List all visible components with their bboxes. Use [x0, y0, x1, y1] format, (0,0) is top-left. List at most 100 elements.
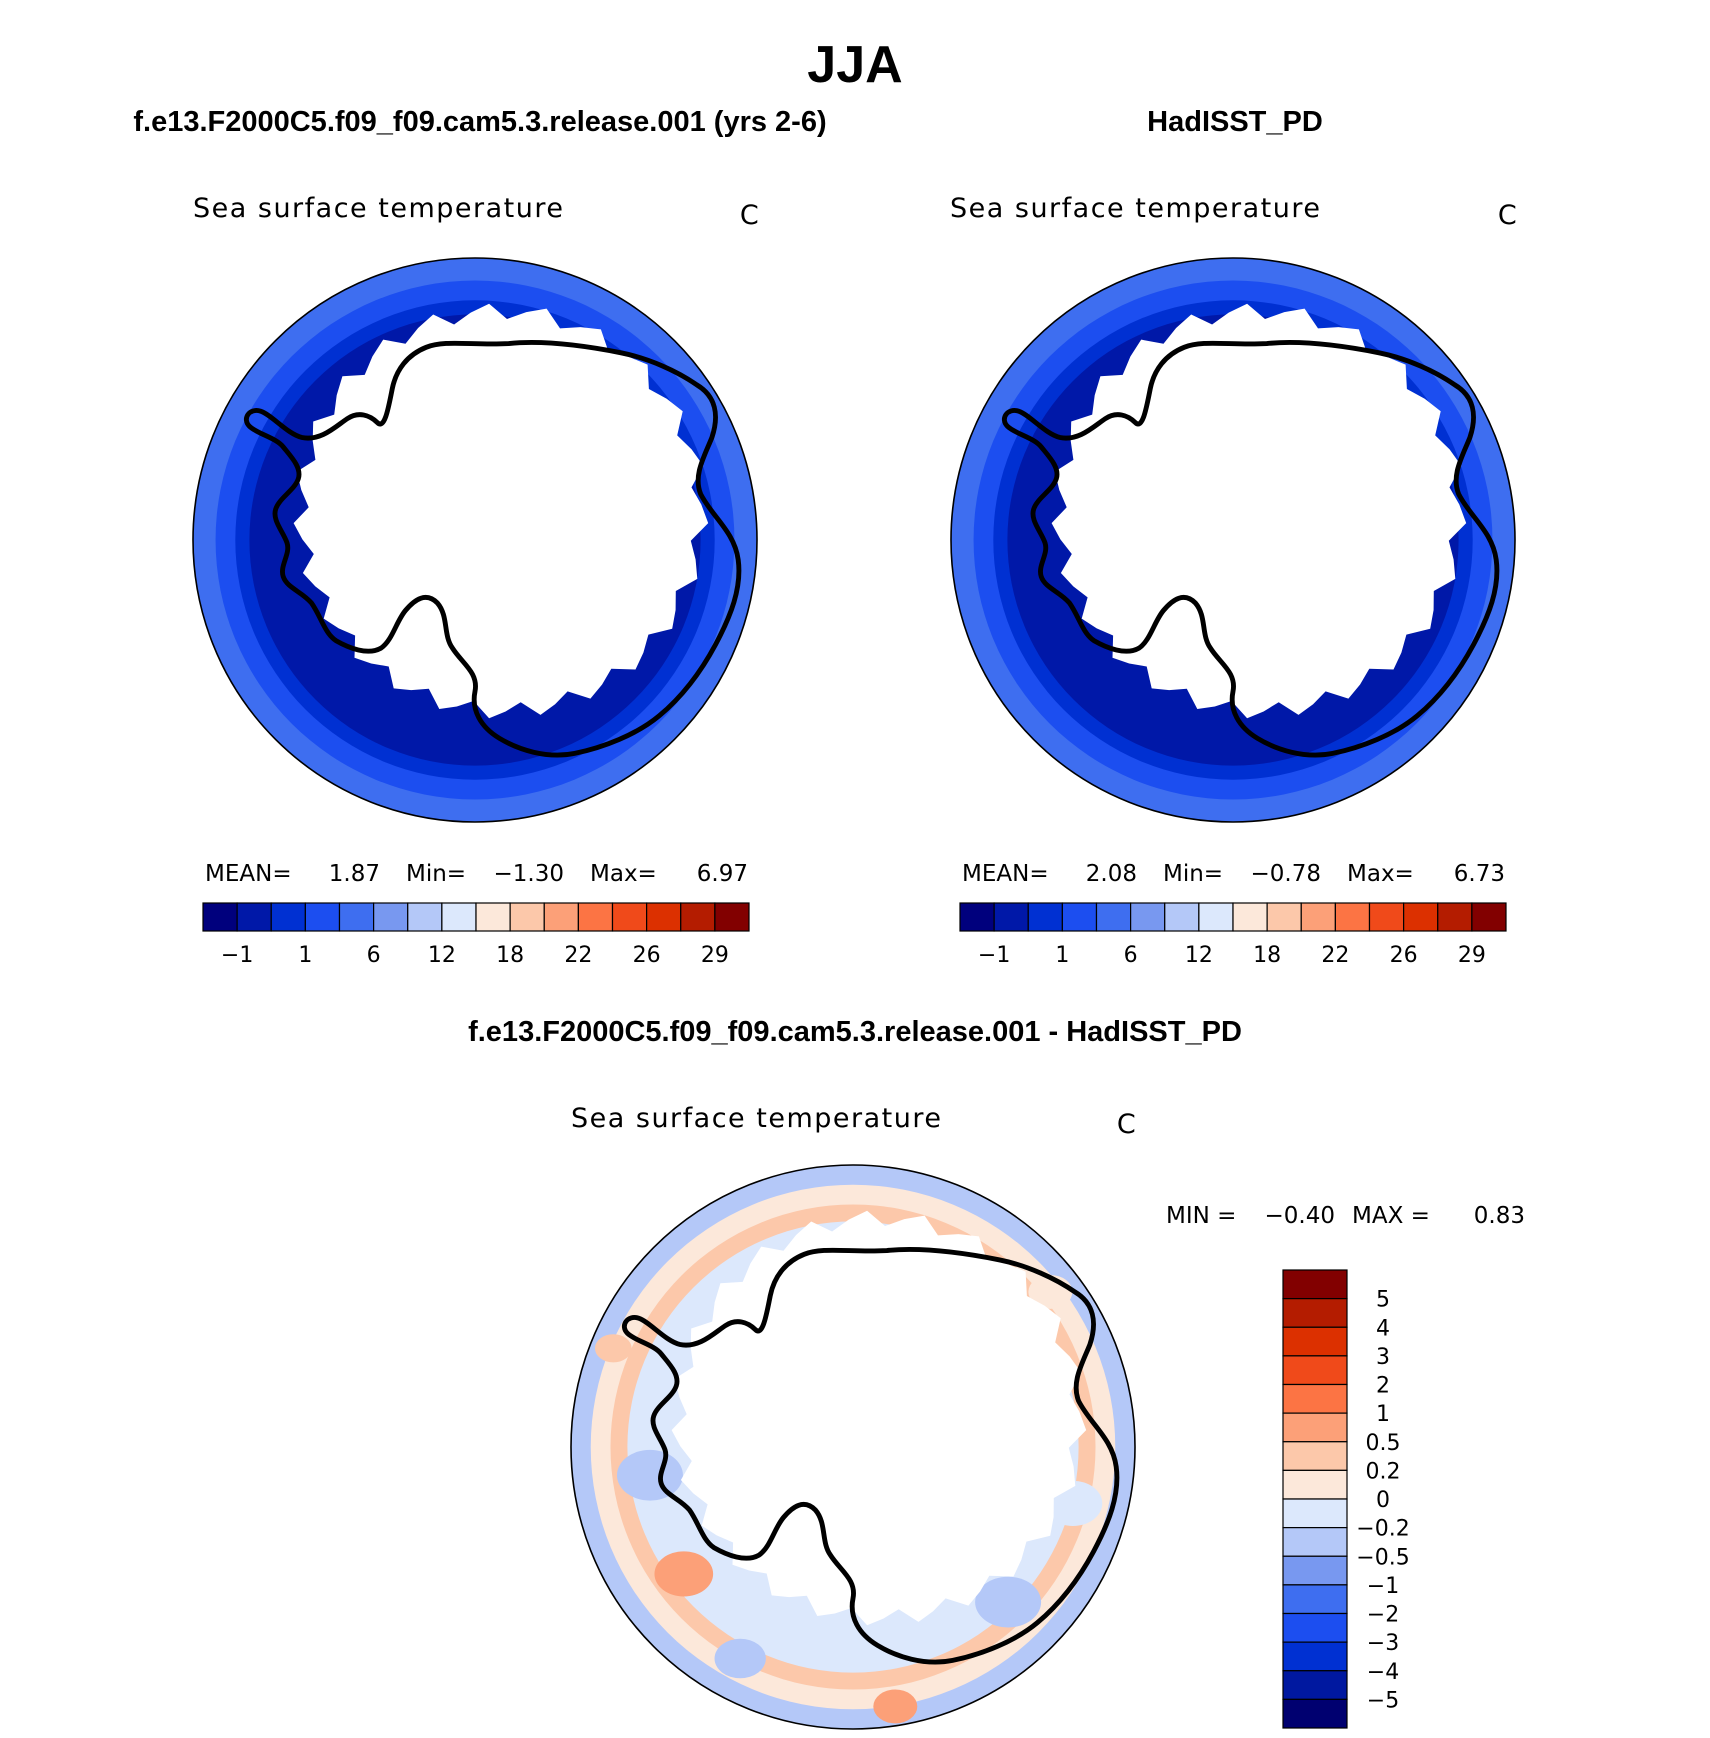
stat-mean-value: 1.87	[329, 861, 380, 887]
colorbar-swatch	[1282, 1584, 1348, 1615]
stat-min-label: Min=	[406, 861, 466, 887]
colorbar-swatch	[959, 902, 995, 932]
colorbar-tick-label: 18	[1253, 943, 1281, 968]
panel-case-title: f.e13.F2000C5.f09_f09.cam5.3.release.001…	[133, 106, 826, 138]
colorbar-swatch	[1437, 902, 1473, 932]
stat-min-label: MIN =	[1166, 1203, 1236, 1229]
colorbar-swatch	[1027, 902, 1063, 932]
stat-min-value: −0.78	[1251, 861, 1321, 887]
colorbar-swatch	[509, 902, 545, 932]
colorbar-swatch	[475, 902, 511, 932]
figure-title: JJA	[807, 36, 902, 94]
sea-ice-mask	[671, 1210, 1087, 1626]
colorbar-swatch	[1282, 1469, 1348, 1500]
colorbar-swatch	[1282, 1498, 1348, 1529]
colorbar-swatch	[1471, 902, 1507, 932]
colorbar-swatch	[1282, 1441, 1348, 1471]
colorbar-swatch	[543, 902, 579, 932]
stat-mean-label: MEAN=	[205, 861, 292, 887]
colorbar-tick-label: 12	[428, 943, 456, 968]
colorbar-swatch	[1282, 1412, 1348, 1443]
units-label: C	[1117, 1109, 1137, 1140]
stat-max-label: Max=	[590, 861, 657, 887]
colorbar-swatch	[1368, 902, 1405, 932]
colorbar-tick-label: 3	[1376, 1345, 1390, 1370]
anomaly-patch	[714, 1638, 766, 1679]
colorbar: 5 4 3 2 1 0.5 0.2 0 −0.2 −0.5 −1 −2 −3 −4 −5	[1282, 1269, 1410, 1729]
map-border	[192, 257, 758, 823]
colorbar-swatch	[993, 902, 1029, 932]
colorbar-swatch	[1403, 902, 1439, 932]
colorbar-tick-label: 29	[701, 943, 729, 968]
colorbar-tick-label: 6	[1124, 943, 1138, 968]
polar-map	[950, 257, 1516, 823]
colorbar-tick-label: −4	[1367, 1660, 1399, 1685]
colorbar-tick-label: 26	[1390, 943, 1418, 968]
colorbar-swatch	[1282, 1269, 1348, 1300]
colorbar-tick-label: 6	[367, 943, 381, 968]
variable-title: Sea surface temperature	[571, 1103, 942, 1134]
colorbar-tick-label: 12	[1185, 943, 1213, 968]
colorbar-swatch	[338, 902, 375, 932]
colorbar-swatch	[407, 902, 443, 932]
colorbar-swatch	[1266, 902, 1302, 932]
colorbar-tick-label: −5	[1367, 1688, 1399, 1713]
colorbar-swatch	[1198, 902, 1234, 932]
colorbar-swatch	[1061, 902, 1098, 932]
colorbar-swatch	[202, 902, 238, 932]
colorbar-tick-label: −1	[1367, 1574, 1399, 1599]
sea-ice-mask	[1051, 303, 1467, 719]
anomaly-patch	[873, 1689, 918, 1724]
stat-max-value: 0.83	[1474, 1203, 1525, 1229]
diff-title: f.e13.F2000C5.f09_f09.cam5.3.release.001…	[468, 1016, 1242, 1048]
variable-title: Sea surface temperature	[193, 193, 564, 224]
polar-map	[192, 257, 758, 823]
stat-min-label: Min=	[1163, 861, 1223, 887]
colorbar-swatch	[680, 902, 716, 932]
colorbar-tick-label: 0	[1376, 1488, 1390, 1513]
panel-model-sst: f.e13.F2000C5.f09_f09.cam5.3.release.001…	[133, 106, 826, 968]
anomaly-patch	[616, 1449, 683, 1501]
colorbar-swatch	[577, 902, 614, 932]
stats-line: MIN = −0.40 MAX = 0.83	[1166, 1203, 1525, 1229]
colorbar-swatch	[1282, 1298, 1348, 1328]
colorbar-tick-label: 5	[1376, 1288, 1390, 1313]
stat-min-value: −1.30	[494, 861, 564, 887]
anomaly-patch	[594, 1334, 632, 1363]
colorbar-tick-label: 2	[1376, 1374, 1390, 1399]
colorbar-tick-label: −3	[1367, 1631, 1399, 1656]
polar-map	[570, 1164, 1136, 1730]
anomaly-patch	[654, 1551, 714, 1597]
colorbar: −1 1 6 12 18 22 26 29	[202, 902, 750, 968]
colorbar-swatch	[373, 902, 409, 932]
sea-ice-mask	[293, 303, 709, 719]
colorbar-swatch	[1282, 1383, 1348, 1414]
colorbar-swatch	[1334, 902, 1371, 932]
colorbar-swatch	[1282, 1670, 1348, 1700]
colorbar-tick-label: 22	[564, 943, 592, 968]
colorbar-swatch	[304, 902, 341, 932]
colorbar-tick-label: 1	[1376, 1402, 1390, 1427]
panel-case-title: HadISST_PD	[1147, 106, 1323, 138]
colorbar-tick-label: 26	[633, 943, 661, 968]
stat-max-value: 6.97	[697, 861, 748, 887]
colorbar-swatch	[1282, 1612, 1348, 1643]
colorbar-swatch	[270, 902, 306, 932]
map-border	[570, 1164, 1136, 1730]
stats-line: MEAN= 2.08 Min= −0.78 Max= 6.73	[962, 861, 1505, 887]
units-label: C	[1498, 200, 1518, 231]
colorbar-tick-label: 0.5	[1366, 1431, 1401, 1456]
colorbar-tick-label: −1	[221, 943, 253, 968]
colorbar-swatch	[1164, 902, 1200, 932]
map-border	[950, 257, 1516, 823]
colorbar-swatch	[441, 902, 477, 932]
variable-title: Sea surface temperature	[950, 193, 1321, 224]
anomaly-patch	[975, 1576, 1042, 1628]
colorbar-tick-label: 4	[1376, 1316, 1390, 1341]
colorbar-swatch	[611, 902, 648, 932]
colorbar-swatch	[646, 902, 682, 932]
colorbar-swatch	[1282, 1527, 1348, 1557]
stat-mean-value: 2.08	[1086, 861, 1137, 887]
stat-mean-label: MEAN=	[962, 861, 1049, 887]
colorbar-swatch	[1095, 902, 1132, 932]
